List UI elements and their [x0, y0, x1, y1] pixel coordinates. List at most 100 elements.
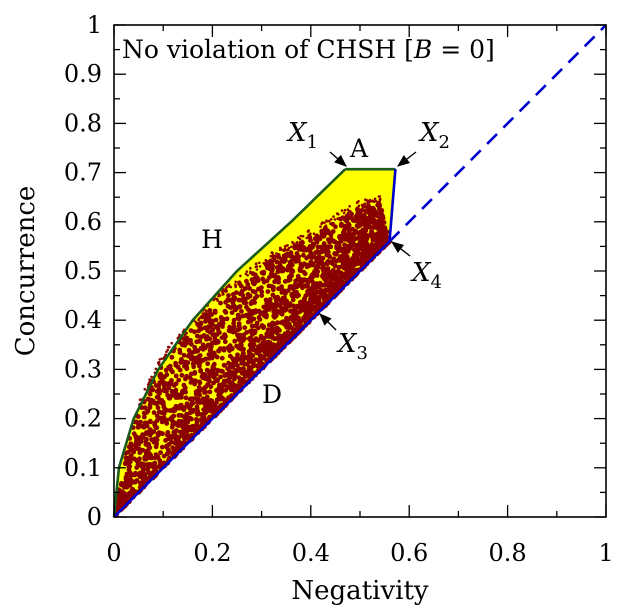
- scatter-point: [219, 318, 225, 324]
- scatter-point: [242, 286, 248, 291]
- scatter-point: [256, 286, 261, 292]
- scatter-point: [329, 259, 335, 264]
- scatter-point: [244, 370, 250, 376]
- scatter-point: [230, 364, 236, 369]
- scatter-point: [226, 293, 231, 298]
- scatter-point: [147, 402, 153, 408]
- annotation-x3-arrow: [319, 313, 337, 331]
- scatter-point: [226, 377, 232, 382]
- scatter-point: [218, 374, 224, 380]
- scatter-point: [229, 310, 235, 315]
- annotation-x4-arrow: [391, 241, 411, 257]
- scatter-point: [363, 228, 369, 234]
- scatter-point: [270, 251, 274, 254]
- scatter-point: [373, 233, 379, 239]
- scatter-point: [240, 351, 246, 357]
- scatter-point: [242, 336, 247, 341]
- scatter-point: [164, 372, 170, 378]
- scatter-point: [377, 195, 381, 198]
- scatter-point: [372, 221, 377, 227]
- scatter-point: [181, 414, 187, 420]
- scatter-point: [224, 290, 228, 293]
- y-tick-label: 0.2: [64, 405, 102, 433]
- boundary-segment-right: [388, 169, 397, 242]
- scatter-point: [355, 207, 360, 213]
- scatter-point: [266, 283, 272, 289]
- y-tick-label: 0.8: [64, 109, 102, 137]
- scatter-point: [205, 312, 211, 318]
- scatter-point: [269, 348, 275, 354]
- scatter-point: [282, 304, 288, 310]
- scatter-point: [183, 389, 189, 395]
- scatter-point: [230, 356, 236, 361]
- scatter-point: [274, 298, 279, 304]
- scatter-point: [339, 264, 345, 269]
- x-tick-label: 0.4: [292, 539, 330, 567]
- scatter-point: [340, 271, 345, 277]
- scatter-point: [208, 319, 213, 324]
- scatter-point: [331, 239, 337, 244]
- scatter-point: [211, 350, 217, 356]
- scatter-point: [257, 343, 263, 348]
- scatter-point: [194, 321, 198, 324]
- scatter-point: [214, 354, 220, 360]
- scatter-point: [166, 449, 172, 454]
- scatter-point: [339, 248, 345, 254]
- scatter-point: [314, 298, 319, 304]
- scatter-point: [204, 336, 210, 342]
- scatter-point: [196, 328, 202, 334]
- scatter-point: [179, 372, 185, 378]
- scatter-point: [384, 234, 390, 240]
- chart-title-suffix: = 0]: [432, 35, 495, 64]
- scatter-point: [239, 308, 244, 314]
- scatter-point: [200, 417, 205, 423]
- scatter-point: [329, 273, 335, 278]
- scatter-point: [215, 298, 219, 301]
- scatter-point: [314, 273, 320, 278]
- scatter-point: [158, 450, 164, 455]
- scatter-point: [286, 263, 292, 269]
- scatter-point: [127, 464, 133, 469]
- scatter-point: [287, 247, 290, 250]
- x-tick-label: 0: [106, 539, 121, 567]
- chart-title-prefix: No violation of CHSH [: [122, 35, 414, 64]
- scatter-point: [192, 381, 198, 387]
- scatter-point: [263, 297, 269, 303]
- scatter-point: [241, 354, 246, 360]
- annotation-x1: X1: [286, 118, 347, 167]
- scatter-point: [222, 335, 227, 341]
- scatter-point: [254, 363, 260, 369]
- scatter-point: [263, 262, 266, 265]
- scatter-point: [197, 379, 202, 385]
- annotation-x1-arrow: [329, 151, 347, 167]
- scatter-point: [354, 250, 360, 256]
- scatter-point: [169, 354, 175, 360]
- scatter-point: [278, 337, 284, 343]
- scatter-point: [357, 204, 361, 208]
- scatter-point: [358, 236, 363, 242]
- scatter-point: [176, 413, 182, 418]
- scatter-point: [172, 420, 178, 426]
- scatter-point: [300, 279, 305, 284]
- scatter-point: [252, 272, 258, 278]
- scatter-point: [251, 363, 257, 369]
- scatter-point: [138, 398, 142, 402]
- scatter-point: [262, 310, 268, 316]
- scatter-point: [255, 268, 259, 271]
- chart-title-variable: B: [413, 35, 432, 64]
- scatter-point: [140, 447, 146, 453]
- scatter-point: [178, 394, 183, 400]
- scatter-point: [237, 334, 243, 339]
- scatter-point: [299, 234, 303, 238]
- scatter-point: [249, 323, 255, 329]
- scatter-point: [182, 436, 188, 442]
- scatter-point: [298, 303, 304, 309]
- scatter-point: [343, 274, 348, 280]
- scatter-point: [239, 288, 245, 294]
- scatter-point: [188, 338, 194, 343]
- scatter-point: [199, 399, 205, 405]
- scatter-point: [319, 259, 324, 264]
- scatter-point: [161, 411, 167, 417]
- label-h: H: [201, 225, 223, 254]
- scatter-point: [157, 458, 163, 463]
